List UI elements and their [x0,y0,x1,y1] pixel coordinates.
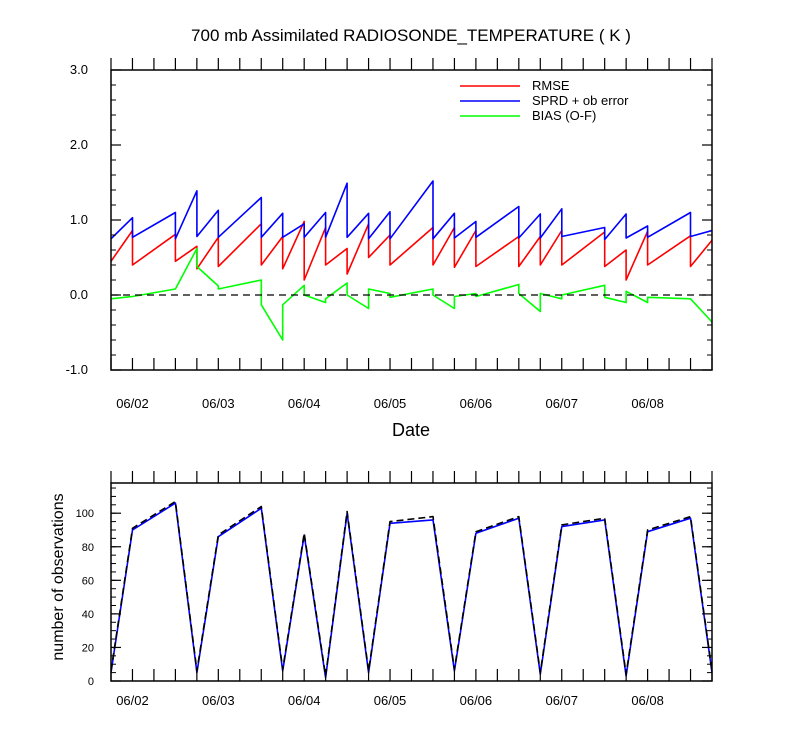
top-x-tick-label: 06/07 [545,396,578,411]
bottom-series-total [111,500,712,677]
top-series-rmse [111,220,712,281]
bottom-plot-frame [110,482,713,682]
bottom-y-tick-label: 40 [82,609,94,621]
bottom-y-tick-label: 100 [76,508,94,520]
top-axis-ticks: 3.0 2.0 1.0 0.0 -1.0 06/02 06/03 06/04 06/05 06/0… [66,58,713,411]
bottom-series-assimilated [111,502,712,679]
top-x-tick-label: 06/05 [374,396,407,411]
bottom-y-tick-label: 20 [82,642,94,654]
top-series-bias-o-f [111,247,712,341]
bottom-x-tick-label: 06/06 [460,693,493,708]
legend: RMSE SPRD + ob error BIAS (O-F) [460,78,629,123]
legend-label-rmse: RMSE [532,78,570,93]
top-series-sprd-ob-error [111,180,712,241]
bottom-y-tick-label: 0 [88,676,94,688]
chart-title: 700 mb Assimilated RADIOSONDE_TEMPERATUR… [191,26,631,45]
top-y-tick-label: 1.0 [70,212,88,227]
bottom-y-tick-label: 80 [82,542,94,554]
legend-label-bias: BIAS (O-F) [532,108,596,123]
top-y-tick-label: -1.0 [66,362,88,377]
bottom-x-tick-label: 06/04 [288,693,321,708]
top-x-tick-label: 06/04 [288,396,321,411]
x-axis-label: Date [392,420,430,440]
top-y-tick-label: 0.0 [70,287,88,302]
bottom-series-group [111,500,712,679]
top-y-tick-label: 3.0 [70,62,88,77]
top-x-tick-label: 06/06 [460,396,493,411]
top-x-tick-label: 06/08 [631,396,664,411]
y-axis-label-observations: number of observations [50,493,67,660]
bottom-y-tick-label: 60 [82,575,94,587]
top-x-tick-label: 06/02 [116,396,149,411]
bottom-x-tick-label: 06/03 [202,693,235,708]
bottom-x-tick-label: 06/02 [116,693,149,708]
top-series-group [111,180,712,341]
legend-label-sprd: SPRD + ob error [532,93,629,108]
top-x-tick-label: 06/03 [202,396,235,411]
bottom-x-tick-label: 06/07 [545,693,578,708]
bottom-x-tick-label: 06/08 [631,693,664,708]
bottom-axis-ticks: 100 80 60 40 20 0 06/02 06/03 06/04 06/05 06/06 06/… [76,471,713,708]
bottom-x-tick-label: 06/05 [374,693,407,708]
top-y-tick-label: 2.0 [70,137,88,152]
